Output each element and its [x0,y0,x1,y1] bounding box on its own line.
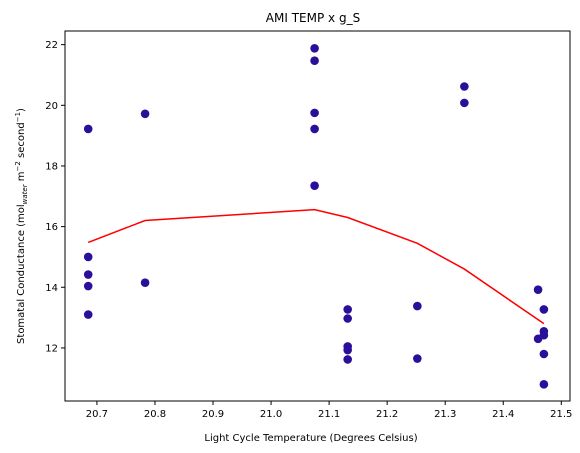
scatter-point [460,82,469,91]
y-tick-label: 22 [45,40,58,51]
y-tick-label: 20 [45,101,58,112]
scatter-point [413,301,422,311]
y-axis-ticks: 12 14 16 18 20 22 [45,40,65,354]
scatter-point [83,252,93,262]
scatter-point [140,109,150,119]
y-axis-label-middle2: second [16,122,27,161]
scatter-point [83,281,93,291]
x-tick-label: 21.5 [550,409,572,420]
scatter-point [310,56,319,66]
scatter-point [343,345,352,355]
y-axis-label-sup2: −1 [14,112,22,122]
x-tick-label: 20.9 [202,409,224,420]
scatter-point [310,181,319,190]
scatter-series [83,43,549,389]
y-axis-label: Stomatal Conductance (molwater m−2 secon… [14,108,29,344]
y-axis-label-suffix: ) [16,108,27,112]
scatter-point [83,270,93,279]
x-tick-label: 20.7 [86,409,108,420]
x-tick-label: 21.3 [434,409,456,420]
x-tick-label: 21.1 [318,409,340,420]
axes-frame [64,30,571,402]
y-axis-label-prefix: Stomatal Conductance (mol [16,204,27,344]
x-tick-label: 21.2 [376,409,398,420]
y-tick-label: 12 [45,343,58,354]
scatter-point [343,314,352,323]
scatter-point [83,124,93,134]
scatter-point [539,330,549,340]
x-tick-label: 20.8 [144,409,166,420]
scatter-point [140,278,150,288]
scatter-point [310,124,319,134]
scatter-point [343,355,352,364]
x-tick-label: 21.4 [492,409,514,420]
x-axis-label: Light Cycle Temperature (Degrees Celsius… [204,433,417,444]
scatter-point [343,305,352,314]
y-axis-label-subscript: water [21,183,29,204]
scatter-point [533,285,543,294]
scatter-point [460,98,469,108]
scatter-point [539,349,549,359]
trend-line [87,208,545,325]
scatter-point [310,43,319,53]
scatter-point [310,108,319,118]
x-tick-label: 21.0 [260,409,282,420]
scatter-point [413,354,422,363]
trend-line-series [87,208,545,325]
scatter-point [539,305,549,314]
plot-area: 20.7 20.8 20.9 21.0 21.1 21.2 21.3 21.4 21.5 121… [45,30,572,420]
chart-title: AMI TEMP x g_S [266,11,360,25]
y-axis-label-middle: m [16,171,27,184]
x-axis-ticks: 20.7 20.8 20.9 21.0 21.1 21.2 21.3 21.4 21.5 [86,401,572,420]
y-tick-label: 16 [45,222,58,233]
y-tick-label: 18 [45,161,58,172]
scatter-point [83,310,93,319]
scatter-point [539,380,549,389]
y-tick-label: 14 [45,283,58,294]
y-axis-label-sup1: −2 [14,161,22,171]
